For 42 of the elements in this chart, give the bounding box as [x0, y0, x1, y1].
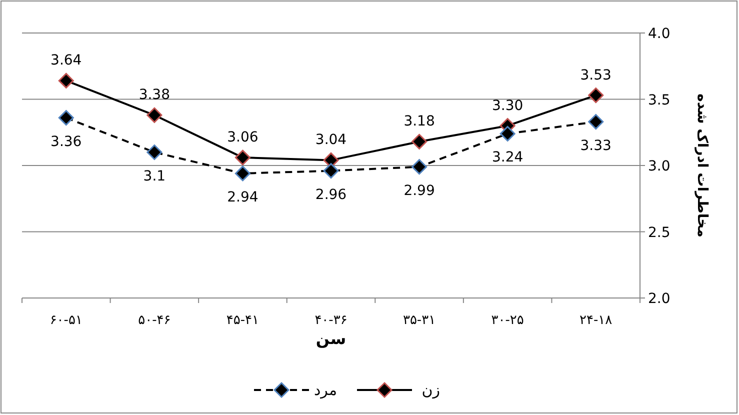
x-tick-label: ۵۰-۴۶	[138, 313, 171, 328]
point	[234, 150, 250, 166]
x-axis-title: سن	[316, 329, 346, 348]
data-label: 2.96	[315, 186, 347, 203]
y-tick-label: 2.5	[648, 224, 670, 241]
data-label: 3.36	[50, 134, 82, 150]
data-label: 2.94	[227, 189, 258, 206]
point	[234, 166, 250, 182]
y-tick-label: 3.0	[648, 158, 670, 174]
point	[146, 144, 162, 160]
point	[588, 88, 604, 104]
x-tick-label: ۶۰-۵۱	[50, 313, 82, 328]
data-label: 3.04	[315, 132, 347, 148]
y-tick-label: 4.0	[648, 26, 670, 42]
data-label: 2.99	[404, 182, 435, 199]
point	[146, 107, 162, 123]
data-label: 3.18	[404, 114, 435, 130]
x-tick-label: ۲۴-۱۸	[580, 313, 612, 328]
point	[58, 72, 74, 88]
data-label: 3.30	[492, 98, 524, 114]
point	[412, 134, 428, 150]
x-tick-label: ۳۰-۲۵	[491, 313, 524, 328]
data-label: 3.33	[580, 138, 612, 154]
point	[323, 163, 339, 179]
legend-label: زن	[422, 381, 440, 399]
data-label: 3.06	[227, 130, 258, 146]
x-tick-label: ۳۵-۳۱	[402, 313, 436, 328]
y-axis-title: مخاطرات ادراک شده	[694, 94, 710, 238]
data-label: 3.24	[492, 150, 524, 166]
point	[588, 114, 604, 130]
data-label: 3.53	[580, 67, 612, 84]
data-label: 3.38	[138, 87, 170, 104]
y-tick-label: 2.0	[648, 291, 670, 307]
point	[412, 159, 428, 175]
x-tick-label: ۴۵-۴۱	[226, 313, 260, 328]
legend-label: مرد	[314, 381, 337, 399]
point	[500, 126, 516, 142]
x-tick-label: ۴۰-۳۶	[314, 313, 348, 328]
data-label: 3.64	[50, 52, 82, 69]
y-tick-label: 3.5	[648, 92, 670, 108]
point	[58, 110, 74, 126]
data-label: 3.1	[143, 168, 166, 184]
